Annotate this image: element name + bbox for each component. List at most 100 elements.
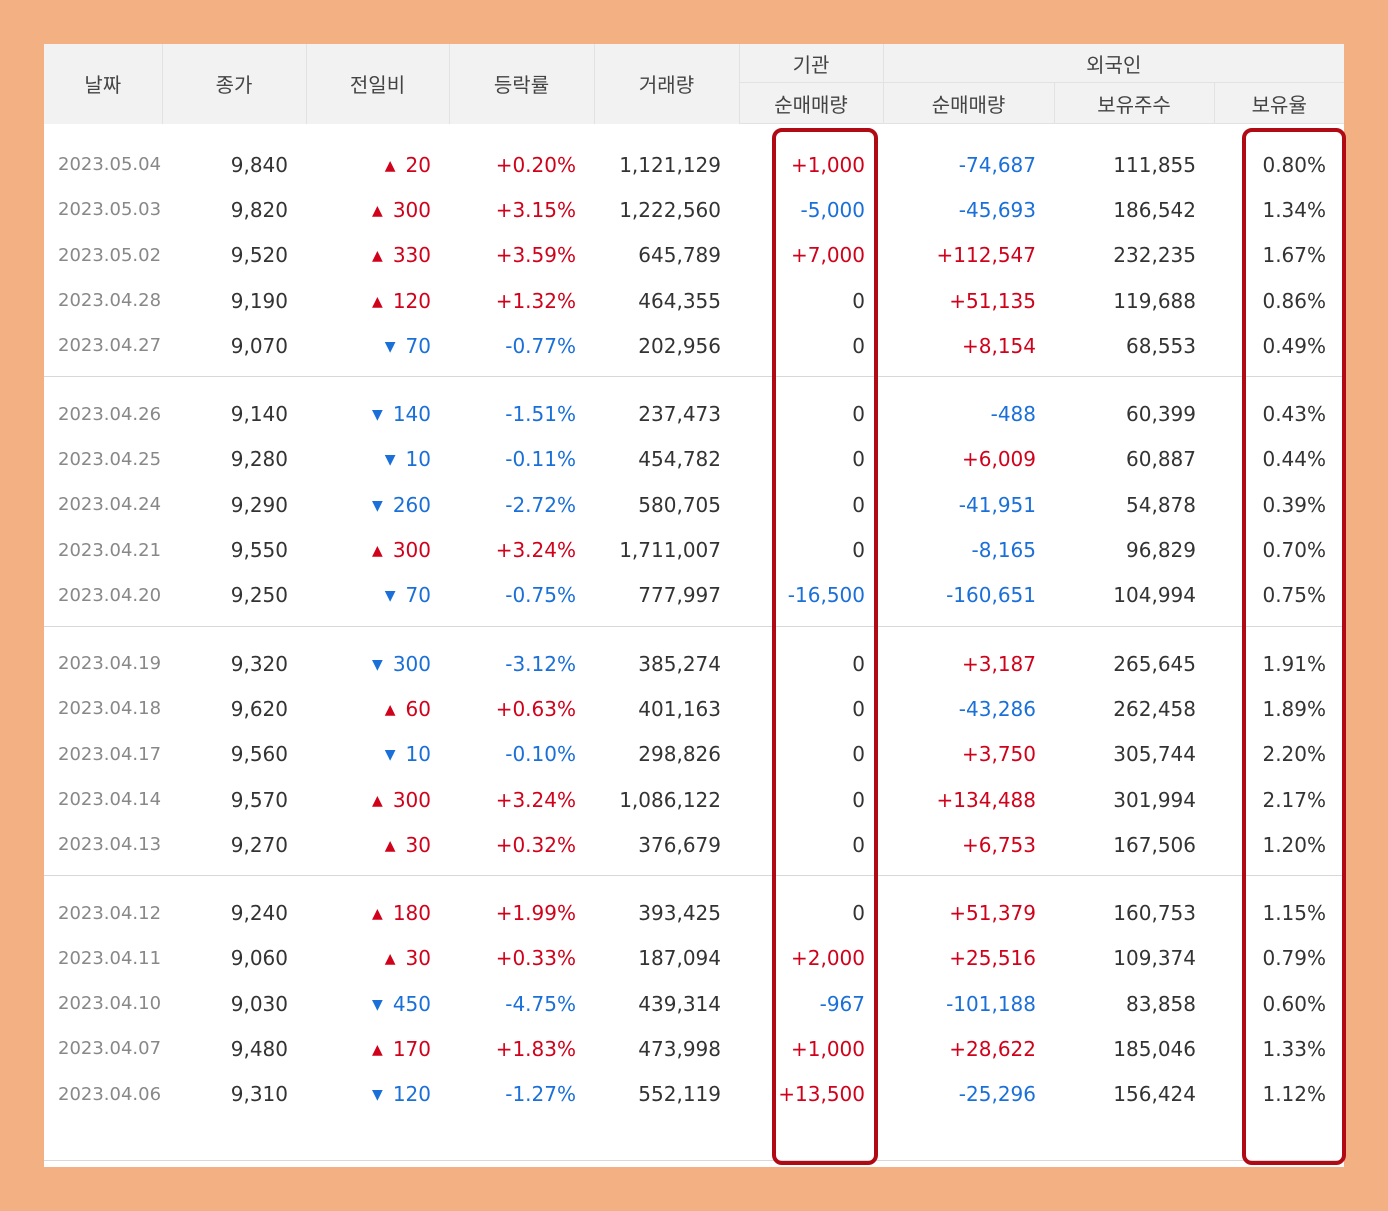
investor-trading-table: 날짜 종가 전일비 등락률 거래량 기관 외국인 순매매량 순매매량 보유주수 … xyxy=(44,44,1344,1117)
header-change: 전일비 xyxy=(306,44,450,124)
institution-net-cell: 0 xyxy=(852,742,865,767)
institution-net-cell: +1,000 xyxy=(790,152,865,177)
foreign-ratio-cell: 0.80% xyxy=(1262,152,1327,177)
change-value: 450 xyxy=(392,991,431,1016)
foreign-ratio-cell: 0.39% xyxy=(1262,492,1327,517)
change-cell: ▼ 450 xyxy=(306,981,449,1026)
foreign-shares-cell: 104,994 xyxy=(1113,583,1196,608)
foreign-ratio-cell: 0.44% xyxy=(1262,447,1327,472)
stock-trading-table-panel: 날짜 종가 전일비 등락률 거래량 기관 외국인 순매매량 순매매량 보유주수 … xyxy=(44,44,1344,1167)
change-value: 120 xyxy=(392,1082,431,1107)
date-cell: 2023.04.07 xyxy=(58,1038,162,1060)
foreign-ratio-cell: 0.79% xyxy=(1262,946,1327,971)
table-row: 2023.05.02 9,520 ▲ 330 +3.59% 645,789 +7,000 +1… xyxy=(44,233,1344,278)
up-triangle-icon: ▲ xyxy=(372,543,383,560)
rate-cell: +1.32% xyxy=(495,288,576,313)
institution-net-cell: 0 xyxy=(852,832,865,857)
foreign-net-cell: +3,187 xyxy=(961,651,1036,676)
up-triangle-icon: ▲ xyxy=(372,202,383,219)
foreign-ratio-cell: 1.89% xyxy=(1262,696,1327,721)
table-row: 2023.04.07 9,480 ▲ 170 +1.83% 473,998 +1,000 +2… xyxy=(44,1026,1344,1071)
rate-cell: +3.15% xyxy=(495,197,576,222)
institution-column-highlight xyxy=(772,128,878,1165)
up-triangle-icon: ▲ xyxy=(384,157,396,174)
volume-cell: 393,425 xyxy=(638,901,721,926)
close-cell: 9,240 xyxy=(230,901,288,926)
institution-net-cell: 0 xyxy=(852,651,865,676)
rate-cell: -4.75% xyxy=(505,991,576,1016)
foreign-ratio-cell: 1.34% xyxy=(1262,197,1327,222)
header-foreign-net: 순매매량 xyxy=(883,82,1055,124)
foreign-net-cell: +6,753 xyxy=(961,832,1036,857)
foreign-ratio-cell: 1.15% xyxy=(1262,901,1327,926)
header-rate: 등락률 xyxy=(449,44,595,124)
foreign-shares-cell: 60,399 xyxy=(1126,402,1196,427)
close-cell: 9,070 xyxy=(230,333,288,358)
change-value: 260 xyxy=(392,492,431,517)
change-value: 140 xyxy=(392,402,431,427)
volume-cell: 385,274 xyxy=(638,651,721,676)
up-triangle-icon: ▲ xyxy=(384,951,396,968)
table-row: 2023.04.21 9,550 ▲ 300 +3.24% 1,711,007 0 -8,16… xyxy=(44,527,1344,572)
close-cell: 9,030 xyxy=(230,991,288,1016)
date-cell: 2023.04.18 xyxy=(58,698,162,720)
foreign-shares-cell: 60,887 xyxy=(1126,447,1196,472)
foreign-shares-cell: 111,855 xyxy=(1113,152,1196,177)
date-cell: 2023.05.04 xyxy=(58,154,162,176)
foreign-shares-cell: 167,506 xyxy=(1113,832,1196,857)
foreign-ratio-cell: 2.20% xyxy=(1262,742,1327,767)
table-row: 2023.04.26 9,140 ▼ 140 -1.51% 237,473 0 -488 60,… xyxy=(44,391,1344,436)
change-cell: ▼ 120 xyxy=(306,1072,449,1117)
volume-cell: 777,997 xyxy=(638,583,721,608)
close-cell: 9,140 xyxy=(230,402,288,427)
date-cell: 2023.04.24 xyxy=(58,494,162,516)
foreign-shares-cell: 265,645 xyxy=(1113,651,1196,676)
table-row: 2023.04.06 9,310 ▼ 120 -1.27% 552,119 +13,500 -… xyxy=(44,1072,1344,1117)
change-value: 10 xyxy=(405,447,431,472)
foreign-ratio-cell: 0.70% xyxy=(1262,538,1327,563)
table-row: 2023.04.11 9,060 ▲ 30 +0.33% 187,094 +2,000 +25… xyxy=(44,936,1344,981)
date-cell: 2023.04.26 xyxy=(58,403,162,425)
change-cell: ▼ 260 xyxy=(306,482,449,527)
table-header: 날짜 종가 전일비 등락률 거래량 기관 외국인 순매매량 순매매량 보유주수 … xyxy=(44,44,1344,124)
rate-cell: +0.20% xyxy=(495,152,576,177)
foreign-net-cell: +51,135 xyxy=(949,288,1036,313)
change-cell: ▲ 60 xyxy=(306,686,449,731)
foreign-net-cell: -160,651 xyxy=(946,583,1036,608)
foreign-shares-cell: 186,542 xyxy=(1113,197,1196,222)
date-cell: 2023.04.27 xyxy=(58,335,162,357)
table-row: 2023.05.04 9,840 ▲ 20 +0.20% 1,121,129 +1,000 -… xyxy=(44,142,1344,187)
up-triangle-icon: ▲ xyxy=(372,1041,383,1058)
date-cell: 2023.04.11 xyxy=(58,947,162,969)
table-row: 2023.04.14 9,570 ▲ 300 +3.24% 1,086,122 0 +134,… xyxy=(44,777,1344,822)
institution-net-cell: 0 xyxy=(852,447,865,472)
foreign-net-cell: +3,750 xyxy=(961,742,1036,767)
change-cell: ▲ 300 xyxy=(306,187,449,232)
down-triangle-icon: ▼ xyxy=(384,452,396,469)
header-foreign-ratio: 보유율 xyxy=(1214,82,1344,124)
foreign-ratio-cell: 0.86% xyxy=(1262,288,1327,313)
change-cell: ▼ 140 xyxy=(306,391,449,436)
close-cell: 9,250 xyxy=(230,583,288,608)
close-cell: 9,060 xyxy=(230,946,288,971)
down-triangle-icon: ▼ xyxy=(384,588,396,605)
change-cell: ▼ 10 xyxy=(306,732,449,777)
foreign-ratio-cell: 1.33% xyxy=(1262,1036,1327,1061)
down-triangle-icon: ▼ xyxy=(372,656,383,673)
date-cell: 2023.04.13 xyxy=(58,834,162,856)
institution-net-cell: 0 xyxy=(852,538,865,563)
institution-net-cell: 0 xyxy=(852,901,865,926)
rate-cell: +0.63% xyxy=(495,696,576,721)
table-row: 2023.04.27 9,070 ▼ 70 -0.77% 202,956 0 +8,154 68… xyxy=(44,323,1344,368)
volume-cell: 202,956 xyxy=(638,333,721,358)
rate-cell: +3.24% xyxy=(495,787,576,812)
institution-net-cell: -16,500 xyxy=(787,583,865,608)
group-divider xyxy=(44,617,1344,627)
rate-cell: +0.33% xyxy=(495,946,576,971)
change-cell: ▼ 10 xyxy=(306,437,449,482)
foreign-shares-cell: 83,858 xyxy=(1126,991,1196,1016)
rate-cell: -1.51% xyxy=(505,402,576,427)
header-date: 날짜 xyxy=(44,44,163,124)
header-close: 종가 xyxy=(162,44,307,124)
date-cell: 2023.04.12 xyxy=(58,902,162,924)
